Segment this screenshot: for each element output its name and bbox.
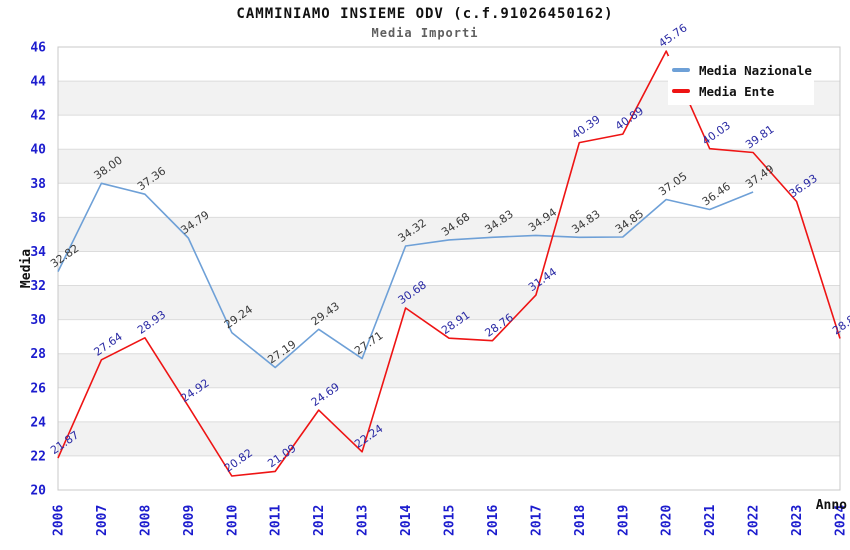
x-axis-title: Anno: [816, 498, 847, 513]
y-tick-label: 20: [30, 484, 46, 499]
plot-band: [58, 421, 840, 456]
y-tick-label: 32: [30, 279, 46, 294]
plot-band: [58, 149, 840, 184]
x-tick-label: 2021: [703, 505, 718, 536]
x-tick-label: 2012: [312, 505, 327, 536]
x-tick-label: 2017: [529, 505, 544, 536]
y-tick-label: 40: [30, 143, 46, 158]
legend-item-media-ente: Media Ente: [672, 84, 814, 99]
x-tick-label: 2010: [225, 505, 240, 536]
y-tick-label: 44: [30, 75, 46, 90]
plot-band: [58, 353, 840, 388]
y-tick-label: 42: [30, 109, 46, 124]
x-tick-label: 2006: [52, 505, 67, 536]
plot-band: [58, 217, 840, 252]
chart-subtitle: Media Importi: [371, 26, 479, 40]
legend-label-media-nazionale: Media Nazionale: [699, 62, 812, 78]
x-tick-label: 2019: [616, 505, 631, 536]
legend-item-media-nazionale: Media Nazionale: [672, 63, 814, 78]
chart-title: CAMMINIAMO INSIEME ODV (c.f.91026450162): [236, 6, 614, 22]
plot-band: [58, 455, 840, 490]
plot-band: [58, 183, 840, 218]
plot-border: [57, 46, 841, 491]
y-tick-label: 24: [30, 415, 46, 430]
x-tick-label: 2020: [660, 505, 675, 536]
y-tick-label: 22: [30, 449, 46, 464]
plot-band: [58, 251, 840, 286]
y-tick-label: 46: [30, 41, 46, 56]
x-tick-label: 2011: [269, 505, 284, 536]
plot-band: [58, 115, 840, 150]
plot-band: [58, 319, 840, 354]
y-tick-label: 34: [30, 245, 46, 260]
plot-band: [58, 285, 840, 320]
line-swatch-icon: [672, 89, 690, 93]
line-swatch-icon: [672, 68, 690, 72]
y-tick-label: 26: [30, 381, 46, 396]
x-tick-label: 2015: [443, 505, 458, 536]
x-tick-label: 2008: [138, 505, 153, 536]
legend-label-media-ente: Media Ente: [699, 83, 775, 99]
y-axis-title: Media: [19, 249, 34, 288]
x-tick-label: 2018: [573, 505, 588, 536]
y-tick-label: 38: [30, 177, 46, 192]
x-tick-label: 2023: [790, 505, 805, 536]
x-tick-label: 2024: [834, 505, 849, 536]
series-line-media-nazionale: [57, 182, 754, 369]
plot-band: [58, 387, 840, 422]
x-tick-label: 2022: [747, 505, 762, 536]
legend: Media Nazionale Media Ente: [668, 56, 814, 105]
x-tick-label: 2016: [486, 505, 501, 536]
y-tick-label: 30: [30, 313, 46, 328]
y-tick-label: 28: [30, 347, 46, 362]
data-point-label: 45.76: [656, 21, 689, 50]
x-tick-label: 2009: [182, 505, 197, 536]
x-tick-label: 2013: [356, 505, 371, 536]
series-line-media-ente: [57, 50, 841, 477]
x-tick-label: 2007: [95, 505, 110, 536]
y-tick-label: 36: [30, 211, 46, 226]
x-tick-label: 2014: [399, 505, 414, 536]
